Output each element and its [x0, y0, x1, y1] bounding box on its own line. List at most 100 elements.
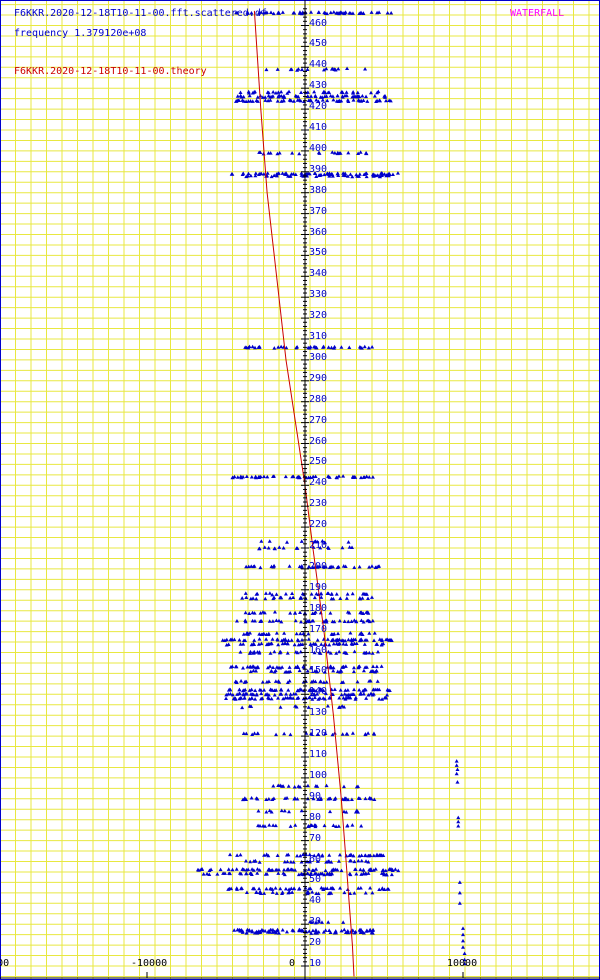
data-point	[387, 867, 392, 872]
data-point	[279, 595, 284, 600]
data-point	[255, 591, 260, 596]
data-point	[372, 638, 377, 642]
data-point	[350, 642, 355, 646]
data-point	[234, 867, 239, 871]
data-point	[340, 545, 345, 550]
data-point	[385, 11, 390, 15]
y-tick-label: 280	[309, 393, 328, 405]
data-point	[286, 89, 291, 94]
data-point	[305, 890, 310, 894]
data-point	[309, 10, 314, 14]
data-point	[241, 171, 246, 175]
data-point	[271, 823, 276, 827]
data-point	[279, 688, 284, 692]
data-point	[357, 688, 362, 692]
data-point	[266, 631, 271, 636]
data-point	[249, 795, 254, 800]
data-point	[252, 886, 257, 891]
data-point	[287, 809, 292, 814]
data-point	[290, 867, 295, 872]
data-point	[276, 94, 281, 99]
data-point	[297, 668, 302, 673]
data-point	[306, 824, 311, 828]
data-point	[286, 638, 291, 642]
y-tick-label: 120	[309, 728, 328, 740]
data-point	[290, 151, 295, 155]
data-point	[227, 871, 232, 876]
data-point	[280, 171, 285, 175]
data-point	[362, 642, 367, 646]
data-point	[366, 345, 371, 350]
data-point	[277, 151, 282, 155]
data-point	[253, 697, 258, 701]
data-point	[238, 90, 243, 95]
data-point	[396, 868, 401, 873]
data-point	[358, 638, 363, 642]
data-point	[250, 344, 255, 349]
data-point	[329, 632, 334, 636]
data-point	[248, 173, 253, 178]
data-point	[345, 688, 350, 692]
data-point	[276, 90, 281, 94]
data-point	[259, 10, 264, 14]
data-point	[301, 664, 306, 669]
data-point	[348, 858, 353, 863]
data-point	[235, 927, 240, 932]
data-point	[250, 610, 255, 615]
data-point	[336, 474, 341, 478]
data-point	[364, 929, 369, 933]
data-point	[331, 665, 336, 670]
data-point	[241, 632, 246, 636]
data-point	[256, 345, 261, 349]
data-point	[377, 98, 382, 102]
data-point	[336, 642, 341, 646]
data-point	[308, 872, 313, 876]
data-point	[318, 797, 323, 802]
data-point	[315, 859, 320, 863]
data-point	[234, 99, 239, 103]
data-point	[359, 858, 364, 863]
data-point	[329, 345, 334, 350]
data-point	[316, 930, 321, 934]
data-point	[330, 564, 335, 569]
y-tick-label: 450	[309, 38, 328, 50]
data-point	[351, 665, 356, 670]
data-point	[312, 853, 317, 858]
data-point	[370, 344, 375, 349]
data-point	[306, 637, 311, 641]
data-point	[316, 891, 321, 896]
data-point	[369, 930, 374, 935]
data-point	[371, 868, 376, 872]
data-point	[315, 732, 320, 736]
data-point	[318, 687, 323, 691]
data-point	[264, 680, 269, 684]
data-point	[334, 592, 339, 596]
data-point	[256, 11, 261, 15]
data-point	[385, 637, 390, 642]
data-point	[363, 638, 368, 642]
data-point	[393, 867, 398, 871]
data-point	[330, 174, 335, 178]
data-point	[356, 665, 361, 670]
data-point	[235, 94, 240, 98]
data-point	[265, 665, 270, 670]
x-tick-label: -10000	[131, 958, 168, 969]
data-point	[341, 664, 346, 669]
data-point	[389, 872, 394, 877]
data-point	[239, 871, 244, 876]
data-point	[316, 99, 321, 104]
data-point	[319, 595, 324, 599]
data-point	[243, 618, 248, 622]
data-point	[314, 98, 319, 102]
data-point	[295, 637, 300, 642]
data-point	[282, 867, 287, 872]
data-point	[312, 171, 317, 175]
data-point	[309, 94, 314, 98]
data-point	[374, 99, 379, 103]
data-point	[329, 891, 334, 895]
data-point	[365, 596, 370, 601]
data-point	[349, 853, 354, 857]
data-point	[385, 887, 390, 891]
data-point	[281, 696, 286, 701]
data-point	[257, 886, 262, 891]
